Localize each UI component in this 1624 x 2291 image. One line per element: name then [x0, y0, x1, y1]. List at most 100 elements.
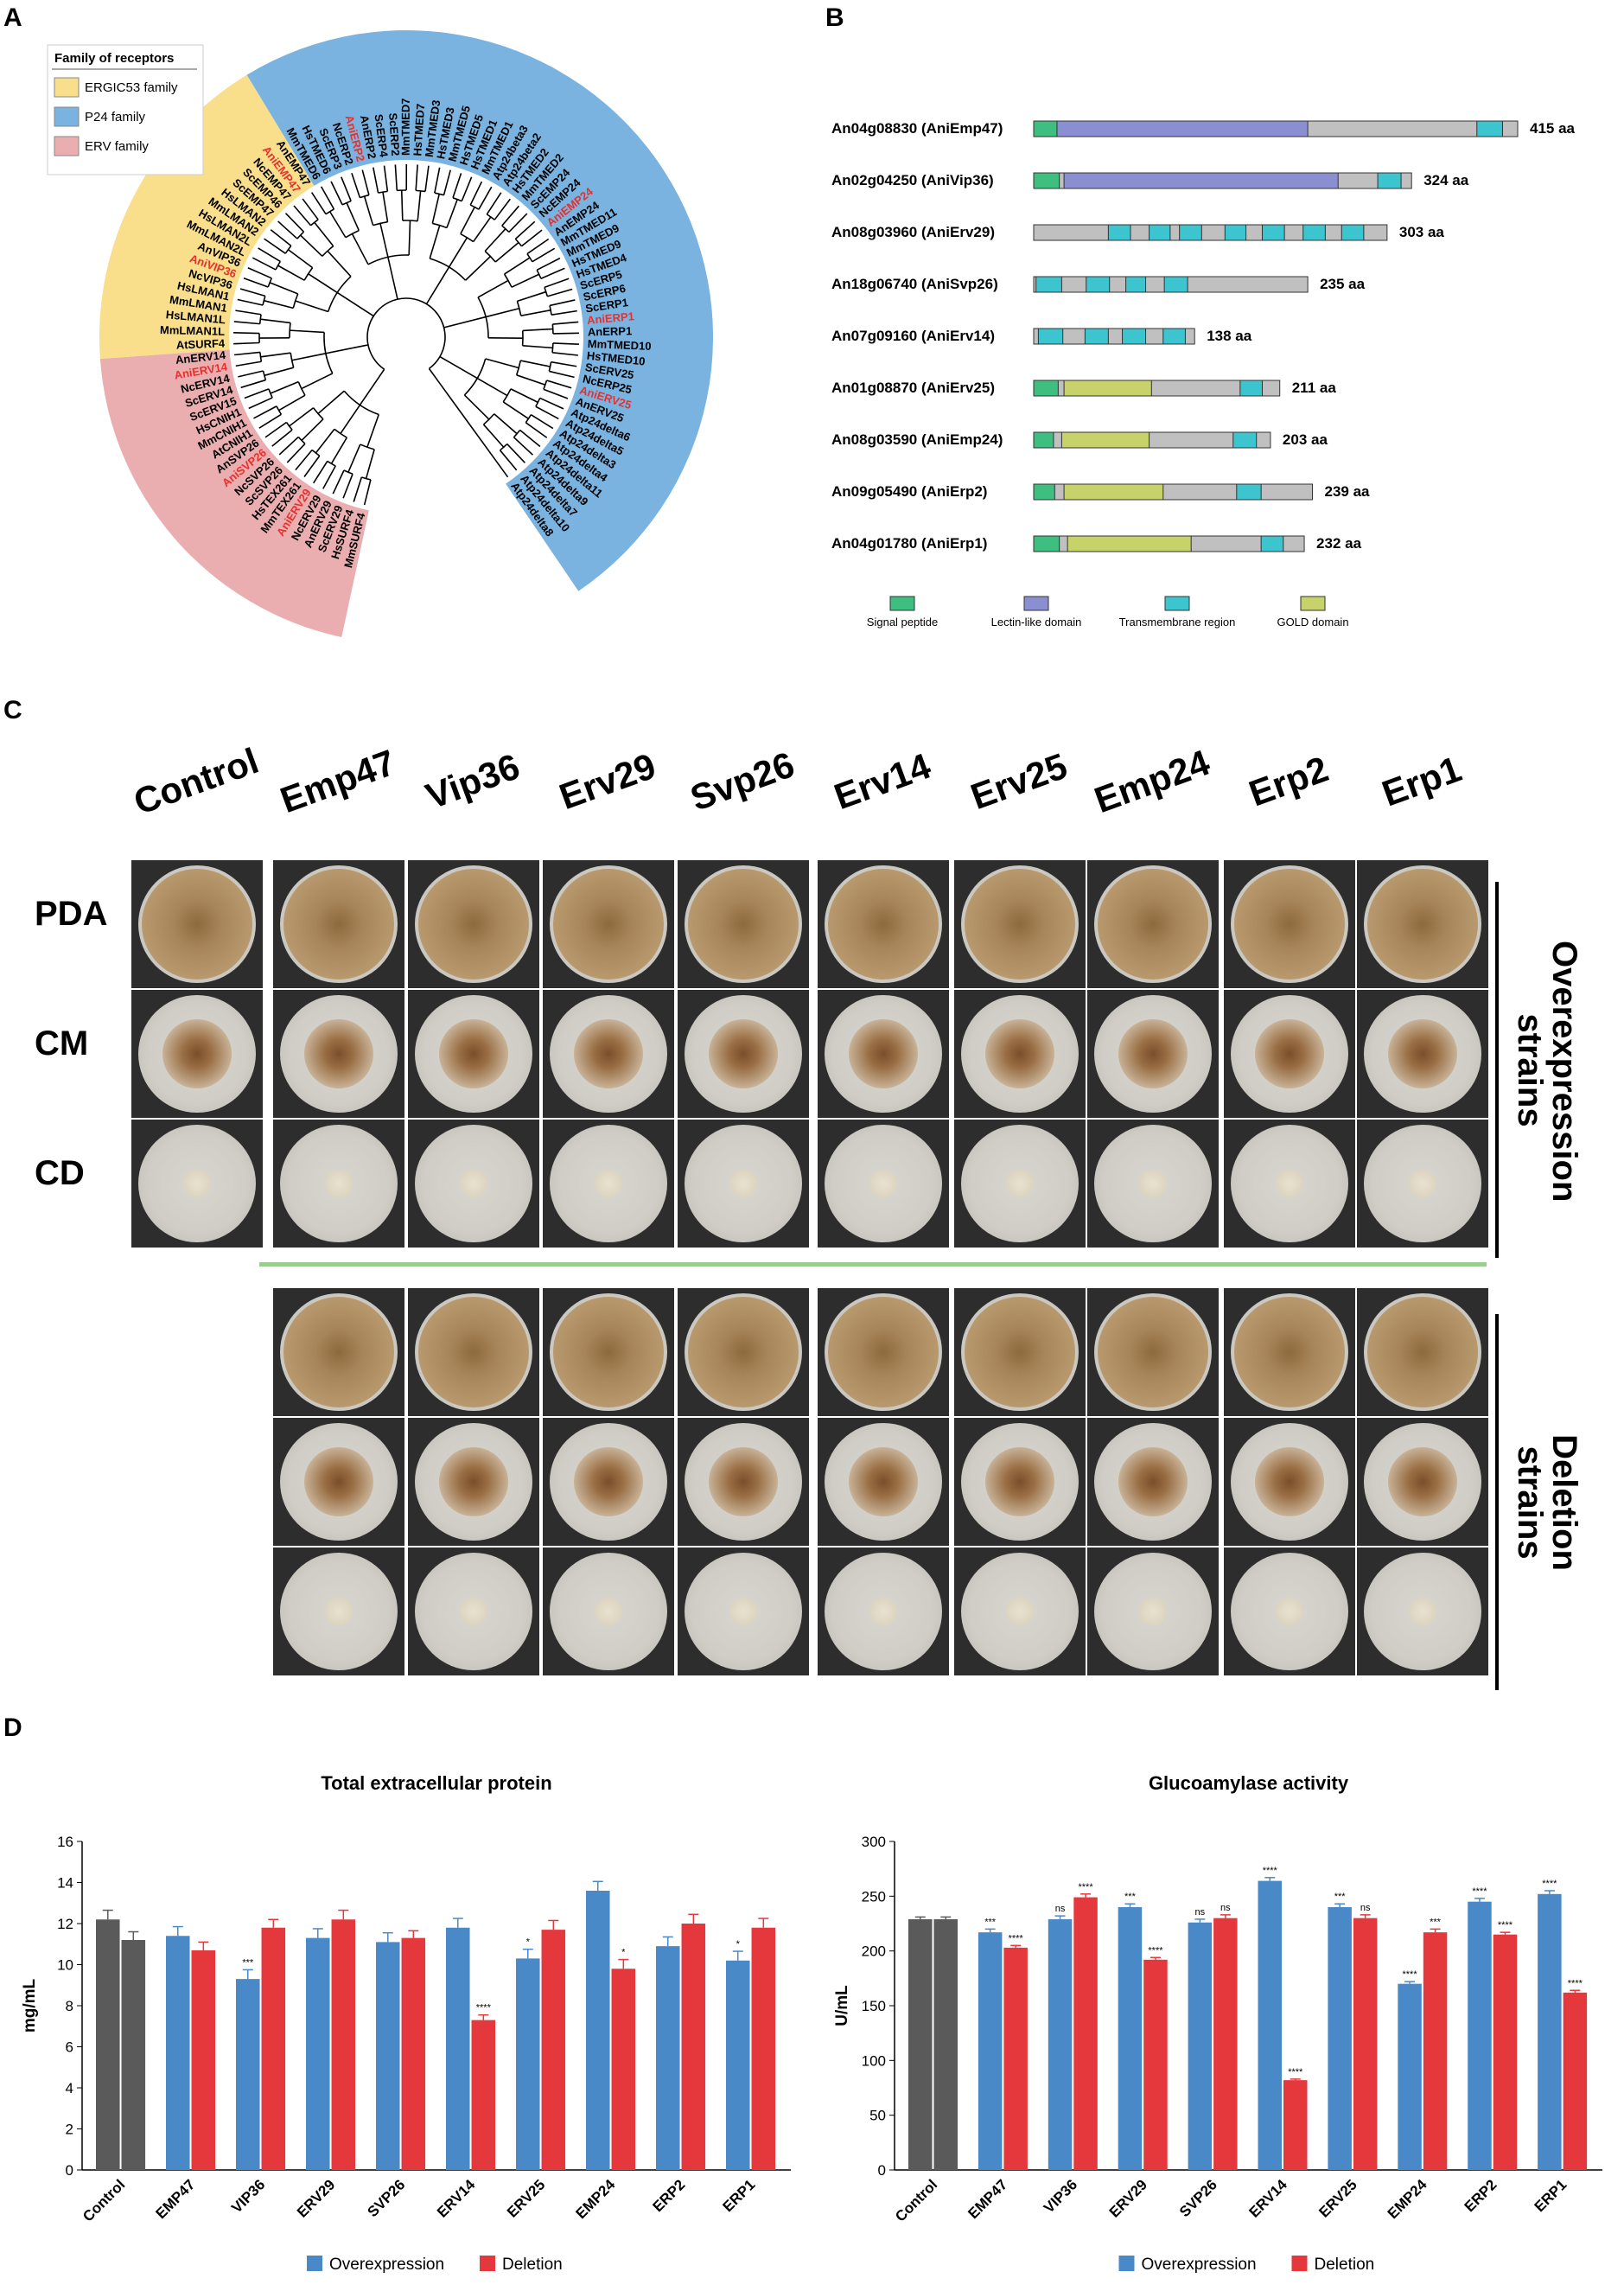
x-tick-label: ERV14	[1246, 2176, 1291, 2221]
plate-photo-deletion	[273, 1288, 404, 1416]
tree-branch	[485, 307, 520, 318]
significance-label: ****	[1498, 1920, 1513, 1930]
plate-photo-deletion	[543, 1548, 674, 1675]
tree-branch	[327, 250, 352, 278]
bar-deletion	[1143, 1959, 1168, 2170]
plate-photo-deletion	[678, 1288, 809, 1416]
tree-branch	[314, 221, 334, 247]
petri-dish	[415, 1125, 532, 1242]
plate-photo-deletion	[954, 1418, 1086, 1546]
plate-photo-overexpression	[954, 990, 1086, 1118]
plate-photo-overexpression	[1357, 860, 1488, 988]
tree-branch	[463, 394, 490, 420]
tree-branch	[416, 189, 426, 193]
tree-branch	[520, 229, 543, 247]
x-tick-label: ERV25	[1315, 2176, 1360, 2220]
plate-photo-deletion	[1357, 1418, 1488, 1546]
fungal-colony	[965, 869, 1075, 980]
bar-overexpression	[1398, 1983, 1422, 2170]
domain-legend-swatch	[889, 596, 915, 611]
tree-branch	[295, 300, 328, 313]
tree-branch	[277, 265, 305, 281]
tree-leaf-label: ScERP2	[386, 112, 402, 156]
bar-deletion	[1003, 1947, 1028, 2170]
protein-name: An08g03960 (AniErv29)	[831, 224, 995, 240]
fungal-colony	[1139, 1598, 1167, 1625]
fungal-colony	[595, 1170, 622, 1197]
bar-deletion	[1073, 1897, 1098, 2170]
fungal-colony	[1098, 1297, 1208, 1407]
tree-branch	[278, 436, 299, 456]
fungal-colony	[965, 1297, 1075, 1407]
domain-legend-label: Transmembrane region	[1119, 616, 1236, 629]
tree-branch	[252, 257, 277, 271]
tree-branch	[290, 329, 325, 334]
petri-dish	[280, 1293, 398, 1411]
protein-name: An07g09160 (AniErv14)	[831, 328, 995, 344]
fungal-colony	[574, 1447, 643, 1516]
tree-branch	[258, 247, 281, 263]
panel-label-a: A	[3, 3, 22, 32]
tree-branch	[240, 379, 266, 389]
tree-branch	[551, 361, 577, 367]
tree-branch	[291, 353, 327, 361]
significance-label: ****	[1472, 1886, 1487, 1897]
tree-branch	[515, 360, 522, 376]
plate-photo-overexpression	[408, 990, 539, 1118]
tree-branch	[519, 429, 541, 448]
fungal-colony	[304, 1447, 373, 1516]
plate-column-header: Emp47	[275, 741, 401, 821]
plate-photo-deletion	[1357, 1548, 1488, 1675]
tree-branch	[341, 200, 352, 206]
tree-branch	[262, 296, 266, 306]
protein-length-label: 415 aa	[1530, 120, 1576, 137]
fungal-colony	[849, 1447, 918, 1516]
tree-branch	[270, 229, 292, 247]
group-label-deletion: Deletion strains	[1511, 1433, 1583, 1571]
petri-dish	[685, 995, 802, 1113]
petri-dish	[961, 1553, 1079, 1670]
fungal-colony	[460, 1170, 487, 1197]
significance-label: ****	[1568, 1978, 1583, 1988]
tree-branch	[514, 220, 536, 239]
petri-dish	[1364, 1293, 1481, 1411]
fungal-colony	[709, 1447, 778, 1516]
tree-branch	[540, 267, 565, 279]
significance-label: ****	[1078, 1882, 1093, 1892]
bar-overexpression	[1468, 1901, 1492, 2170]
tree-branch	[264, 299, 294, 310]
legend-label: Deletion	[1315, 2256, 1375, 2274]
tree-leaf-label: ScERP4	[373, 113, 391, 158]
fungal-colony	[1139, 1170, 1167, 1197]
x-tick-label: SVP26	[1176, 2176, 1220, 2220]
tree-branch	[504, 257, 531, 275]
tree-branch	[330, 437, 347, 464]
plate-photo-overexpression	[678, 860, 809, 988]
x-tick-label: SVP26	[365, 2176, 409, 2220]
tree-branch	[434, 167, 441, 194]
protein-feature	[1239, 380, 1263, 397]
fungal-colony	[1118, 1447, 1188, 1516]
y-tick-label: 12	[57, 1916, 73, 1932]
bar-deletion	[1563, 1992, 1588, 2170]
fungal-colony	[283, 869, 394, 980]
protein-feature	[1476, 120, 1503, 137]
tree-branch	[297, 436, 306, 444]
x-tick-label: EMP47	[153, 2176, 199, 2222]
tree-leaf-label: HsTMED10	[586, 349, 646, 368]
plate-photo-deletion	[273, 1548, 404, 1675]
plate-photo-deletion	[678, 1418, 809, 1546]
petri-dish	[685, 1553, 802, 1670]
significance-label: *	[526, 1937, 531, 1948]
tree-branch	[360, 194, 370, 199]
tree-branch	[253, 405, 277, 419]
petri-dish	[415, 1553, 532, 1670]
fungal-colony	[1367, 869, 1478, 980]
tree-branch	[332, 469, 345, 495]
protein-feature	[1377, 172, 1402, 189]
bar-deletion	[261, 1927, 286, 2170]
protein-feature	[1035, 276, 1062, 293]
fungal-colony	[460, 1598, 487, 1625]
petri-dish	[1094, 1125, 1212, 1242]
plate-photo-overexpression	[678, 990, 809, 1118]
